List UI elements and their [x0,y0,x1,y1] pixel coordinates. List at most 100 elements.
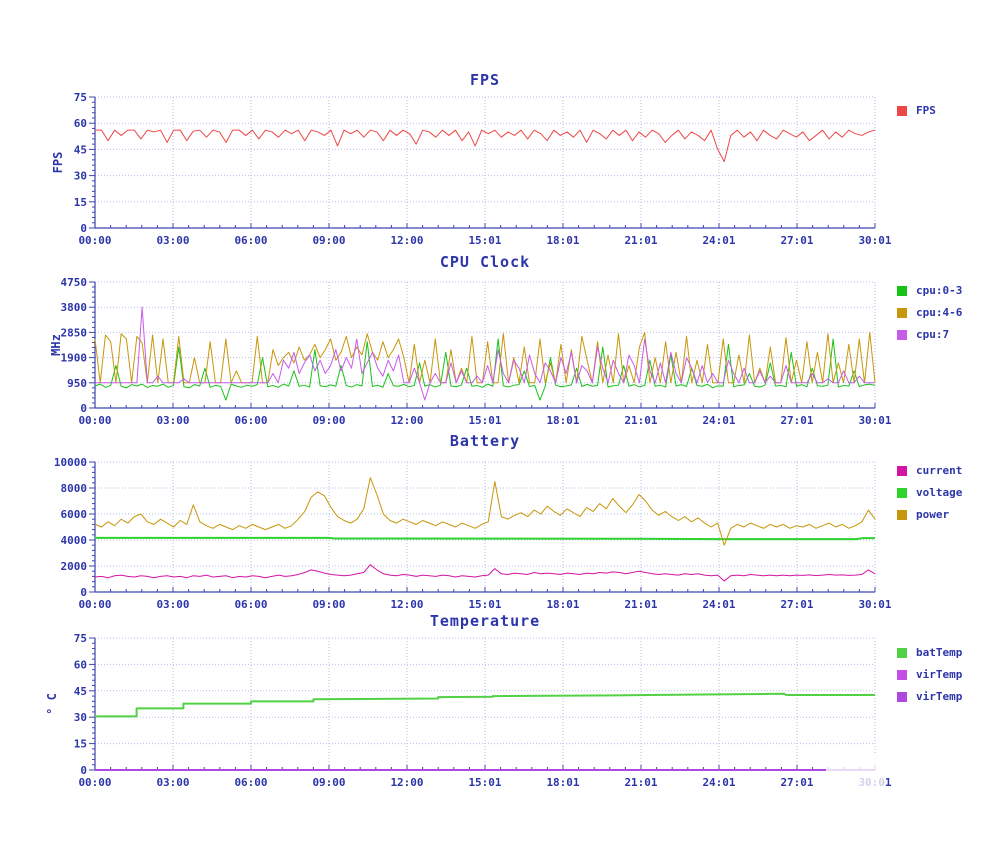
svg-text:8000: 8000 [61,482,88,495]
legend-item-battemp: batTemp [897,646,962,659]
cpu-clock-cpu-4-6-line [94,331,876,384]
svg-text:0: 0 [80,586,87,599]
svg-text:09:00: 09:00 [312,598,345,611]
svg-text:18:01: 18:01 [546,776,579,789]
svg-text:12:00: 12:00 [390,598,423,611]
svg-text:15: 15 [74,196,87,209]
legend-label: current [916,464,963,477]
svg-text:09:00: 09:00 [312,234,345,247]
battery-current-line [94,564,876,582]
svg-text:0: 0 [80,222,87,235]
svg-text:27:01: 27:01 [780,234,813,247]
svg-text:4000: 4000 [61,534,88,547]
svg-text:06:00: 06:00 [234,414,267,427]
svg-text:30:01: 30:01 [858,234,891,247]
chart-title-fps: FPS [469,71,501,89]
svg-text:0: 0 [80,402,87,415]
svg-text:10000: 10000 [54,456,87,469]
legend-label: FPS [916,104,936,117]
svg-text:21:01: 21:01 [624,598,657,611]
svg-text:3800: 3800 [61,301,88,314]
svg-text:4750: 4750 [61,276,88,289]
svg-text:30: 30 [74,711,87,724]
svg-text:24:01: 24:01 [702,776,735,789]
legend-item-virtemp: virTemp [897,668,962,681]
svg-text:06:00: 06:00 [234,598,267,611]
chart-title-battery: Battery [449,432,521,450]
svg-text:03:00: 03:00 [156,414,189,427]
legend-item-current: current [897,464,962,477]
svg-text:15:01: 15:01 [468,598,501,611]
svg-text:00:00: 00:00 [78,414,111,427]
chart-title-cpu-clock: CPU Clock [439,253,531,271]
legend-swatch-cpu-0-3 [897,285,907,296]
svg-text:21:01: 21:01 [624,414,657,427]
svg-text:06:00: 06:00 [234,776,267,789]
temperature-y-axis-label: ° C [45,693,59,715]
svg-text:18:01: 18:01 [546,414,579,427]
fps-y-axis-label: FPS [51,152,65,174]
legend-item-cpu-7: cpu:7 [897,328,962,341]
svg-text:24:01: 24:01 [702,414,735,427]
legend-swatch-power [897,509,907,520]
svg-text:15:01: 15:01 [468,234,501,247]
svg-text:6000: 6000 [61,508,88,521]
legend-fps: FPS [897,104,936,126]
chart-title-temperature: Temperature [429,612,541,630]
temperature-chart: 0 15 30 45 60 75 00:00 03:00 06:00 09:00 12:00 15:0… [45,632,892,789]
svg-text:12:00: 12:00 [390,414,423,427]
legend-item-virtemp-2: virTemp [897,690,962,703]
legend-item-cpu-0-3: cpu:0-3 [897,284,962,297]
legend-item-power: power [897,508,962,521]
legend-label: virTemp [916,690,963,703]
svg-text:18:01: 18:01 [546,598,579,611]
svg-text:45: 45 [74,143,87,156]
svg-text:03:00: 03:00 [156,234,189,247]
svg-text:00:00: 00:00 [78,234,111,247]
legend-item-cpu-4-6: cpu:4-6 [897,306,962,319]
svg-text:24:01: 24:01 [702,234,735,247]
svg-text:2850: 2850 [61,326,88,339]
svg-text:06:00: 06:00 [234,234,267,247]
battery-voltage-line [95,536,875,541]
svg-text:21:01: 21:01 [624,234,657,247]
svg-text:75: 75 [74,91,87,104]
legend-swatch-fps [897,105,907,116]
svg-text:0: 0 [80,764,87,777]
svg-text:27:01: 27:01 [780,776,813,789]
legend-item-fps: FPS [897,104,936,117]
legend-temperature: batTemp virTemp virTemp [897,646,962,712]
svg-text:03:00: 03:00 [156,598,189,611]
watermark-overlay [826,755,884,792]
legend-cpu-clock: cpu:0-3 cpu:4-6 cpu:7 [897,284,962,350]
svg-text:30: 30 [74,170,87,183]
svg-text:12:00: 12:00 [390,776,423,789]
svg-text:00:00: 00:00 [78,598,111,611]
svg-text:15:01: 15:01 [468,776,501,789]
svg-text:09:00: 09:00 [312,776,345,789]
cpu-clock-chart: 0 950 1900 2850 3800 4750 00:00 03:00 06:00 09:00… [49,276,892,427]
legend-label: power [916,508,950,521]
svg-text:30:01: 30:01 [858,598,891,611]
legend-battery: current voltage power [897,464,962,530]
legend-swatch-cpu-7 [897,329,907,340]
svg-text:15:01: 15:01 [468,414,501,427]
legend-swatch-cpu-4-6 [897,307,907,318]
svg-text:00:00: 00:00 [78,776,111,789]
legend-label: voltage [916,486,963,499]
fps-fps-line [95,129,876,163]
svg-text:30:01: 30:01 [858,414,891,427]
svg-text:60: 60 [74,117,87,130]
legend-label: virTemp [916,668,963,681]
svg-text:12:00: 12:00 [390,234,423,247]
svg-text:21:01: 21:01 [624,776,657,789]
cpu-clock-y-axis-label: MHz [49,334,63,356]
legend-label: batTemp [916,646,963,659]
svg-text:24:01: 24:01 [702,598,735,611]
svg-text:18:01: 18:01 [546,234,579,247]
svg-text:60: 60 [74,658,87,671]
svg-text:09:00: 09:00 [312,414,345,427]
svg-text:950: 950 [67,377,87,390]
